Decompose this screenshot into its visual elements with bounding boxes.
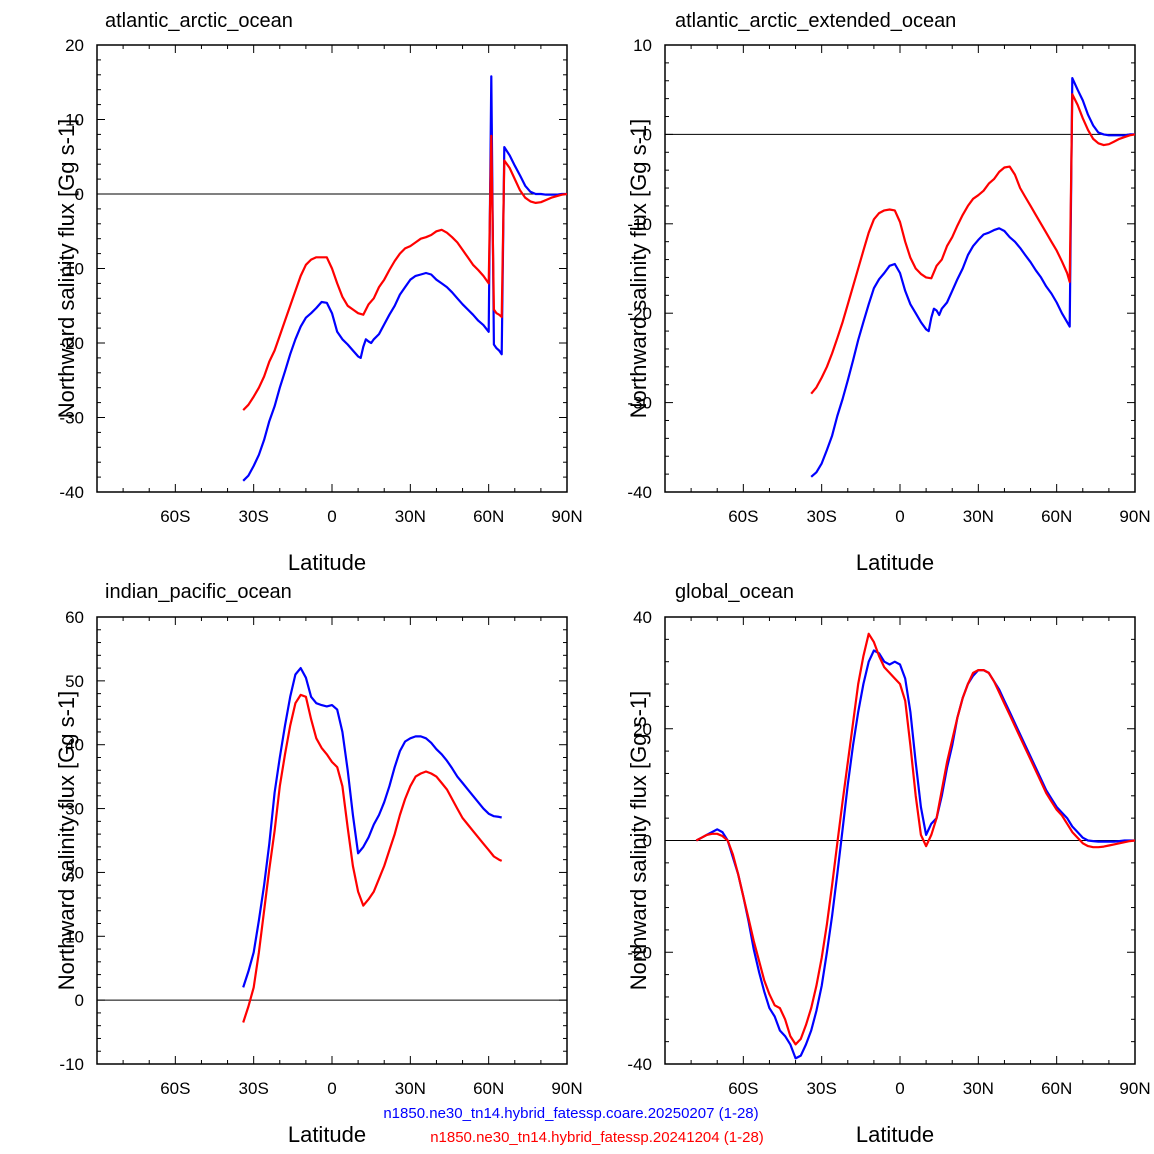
x-tick-label: 60S <box>728 1079 758 1098</box>
x-tick-label: 0 <box>895 1079 904 1098</box>
y-tick-label: 0 <box>75 991 84 1010</box>
x-tick-label: 30S <box>807 507 837 526</box>
y-tick-label: -30 <box>59 409 84 428</box>
x-tick-label: 60N <box>1041 507 1072 526</box>
x-tick-label: 30S <box>239 1079 269 1098</box>
x-axis-label: Latitude <box>856 550 934 575</box>
x-tick-label: 90N <box>551 507 582 526</box>
x-tick-label: 0 <box>895 507 904 526</box>
x-tick-label: 60N <box>473 507 504 526</box>
legend-entry-blue: n1850.ne30_tn14.hybrid_fatessp.coare.202… <box>383 1105 758 1122</box>
panel-indian-pacific-ocean: indian_pacific_ocean 60S 30S 0 30N 60N 90N -10… <box>54 581 583 1147</box>
y-tick-label: 0 <box>643 125 652 144</box>
x-tick-label: 60S <box>728 507 758 526</box>
x-tick-label: 0 <box>327 1079 336 1098</box>
x-tick-label: 60S <box>160 1079 190 1098</box>
x-tick-label: 30N <box>963 1079 994 1098</box>
y-tick-label: -40 <box>627 483 652 502</box>
y-tick-label: 50 <box>65 672 84 691</box>
plot-frame <box>96 616 568 1065</box>
x-tick-label: 90N <box>551 1079 582 1098</box>
y-tick-label: -20 <box>627 304 652 323</box>
y-tick-label: 20 <box>633 720 652 739</box>
y-axis-label: Northward salinity flux [Gg s-1] <box>626 691 651 991</box>
y-tick-label: -10 <box>59 260 84 279</box>
panel-title: atlantic_arctic_extended_ocean <box>675 10 956 32</box>
legend-entry-red: n1850.ne30_tn14.hybrid_fatessp.20241204 … <box>430 1129 764 1146</box>
x-axis-label: Latitude <box>288 550 366 575</box>
series-line-red <box>242 693 503 1023</box>
y-tick-label: -20 <box>59 334 84 353</box>
x-tick-label: 30S <box>807 1079 837 1098</box>
x-tick-label: 30N <box>963 507 994 526</box>
x-tick-label: 90N <box>1119 507 1150 526</box>
legend: n1850.ne30_tn14.hybrid_fatessp.coare.202… <box>383 1105 763 1146</box>
y-tick-label: -10 <box>627 215 652 234</box>
y-tick-label: -40 <box>59 483 84 502</box>
x-tick-label: 90N <box>1119 1079 1150 1098</box>
y-axis-label: Northward salinity flux [Gg s-1] <box>54 691 79 991</box>
series-line-red <box>242 134 567 411</box>
series-line-blue <box>810 76 1135 478</box>
panel-title: atlantic_arctic_ocean <box>105 10 293 32</box>
x-tick-label: 60S <box>160 507 190 526</box>
y-tick-label: -30 <box>627 394 652 413</box>
x-tick-label: 30N <box>395 507 426 526</box>
x-axis-label: Latitude <box>288 1122 366 1147</box>
series-line-red <box>695 632 1135 1046</box>
panel-title: global_ocean <box>675 581 794 603</box>
y-tick-label: -40 <box>627 1055 652 1074</box>
y-tick-label: -10 <box>59 1055 84 1074</box>
y-axis-label: Northward salinity flux [Gg s-1] <box>54 119 79 419</box>
series-line-blue <box>242 75 567 482</box>
x-tick-label: 30N <box>395 1079 426 1098</box>
series-line-blue <box>242 666 502 988</box>
y-tick-label: 40 <box>633 608 652 627</box>
y-tick-label: 10 <box>65 927 84 946</box>
series-line-blue <box>695 649 1135 1060</box>
x-tick-label: 60N <box>1041 1079 1072 1098</box>
x-tick-label: 0 <box>327 507 336 526</box>
x-tick-label: 60N <box>473 1079 504 1098</box>
y-tick-label: 40 <box>65 736 84 755</box>
y-tick-label: 10 <box>633 36 652 55</box>
y-tick-label: 10 <box>65 111 84 130</box>
y-tick-label: 20 <box>65 36 84 55</box>
y-tick-label: 0 <box>643 832 652 851</box>
y-tick-label: 60 <box>65 608 84 627</box>
panel-global-ocean: global_ocean 60S 30S 0 30N 60N 90N -40 -20 0 20 40… <box>626 581 1151 1147</box>
panel-atlantic-arctic-ocean: atlantic_arctic_ocean 60S 30S 0 30N 60N 90N -4… <box>54 10 583 575</box>
panel-atlantic-arctic-extended-ocean: atlantic_arctic_extended_ocean 60S 30S 0 30… <box>626 10 1151 575</box>
series-line-red <box>810 93 1135 395</box>
panel-title: indian_pacific_ocean <box>105 581 292 603</box>
y-tick-label: 0 <box>75 185 84 204</box>
y-tick-label: 30 <box>65 800 84 819</box>
y-tick-label: -20 <box>627 943 652 962</box>
x-tick-label: 30S <box>239 507 269 526</box>
x-axis-label: Latitude <box>856 1122 934 1147</box>
y-tick-label: 20 <box>65 863 84 882</box>
y-axis-label: Northward salinity flux [Gg s-1] <box>626 119 651 419</box>
